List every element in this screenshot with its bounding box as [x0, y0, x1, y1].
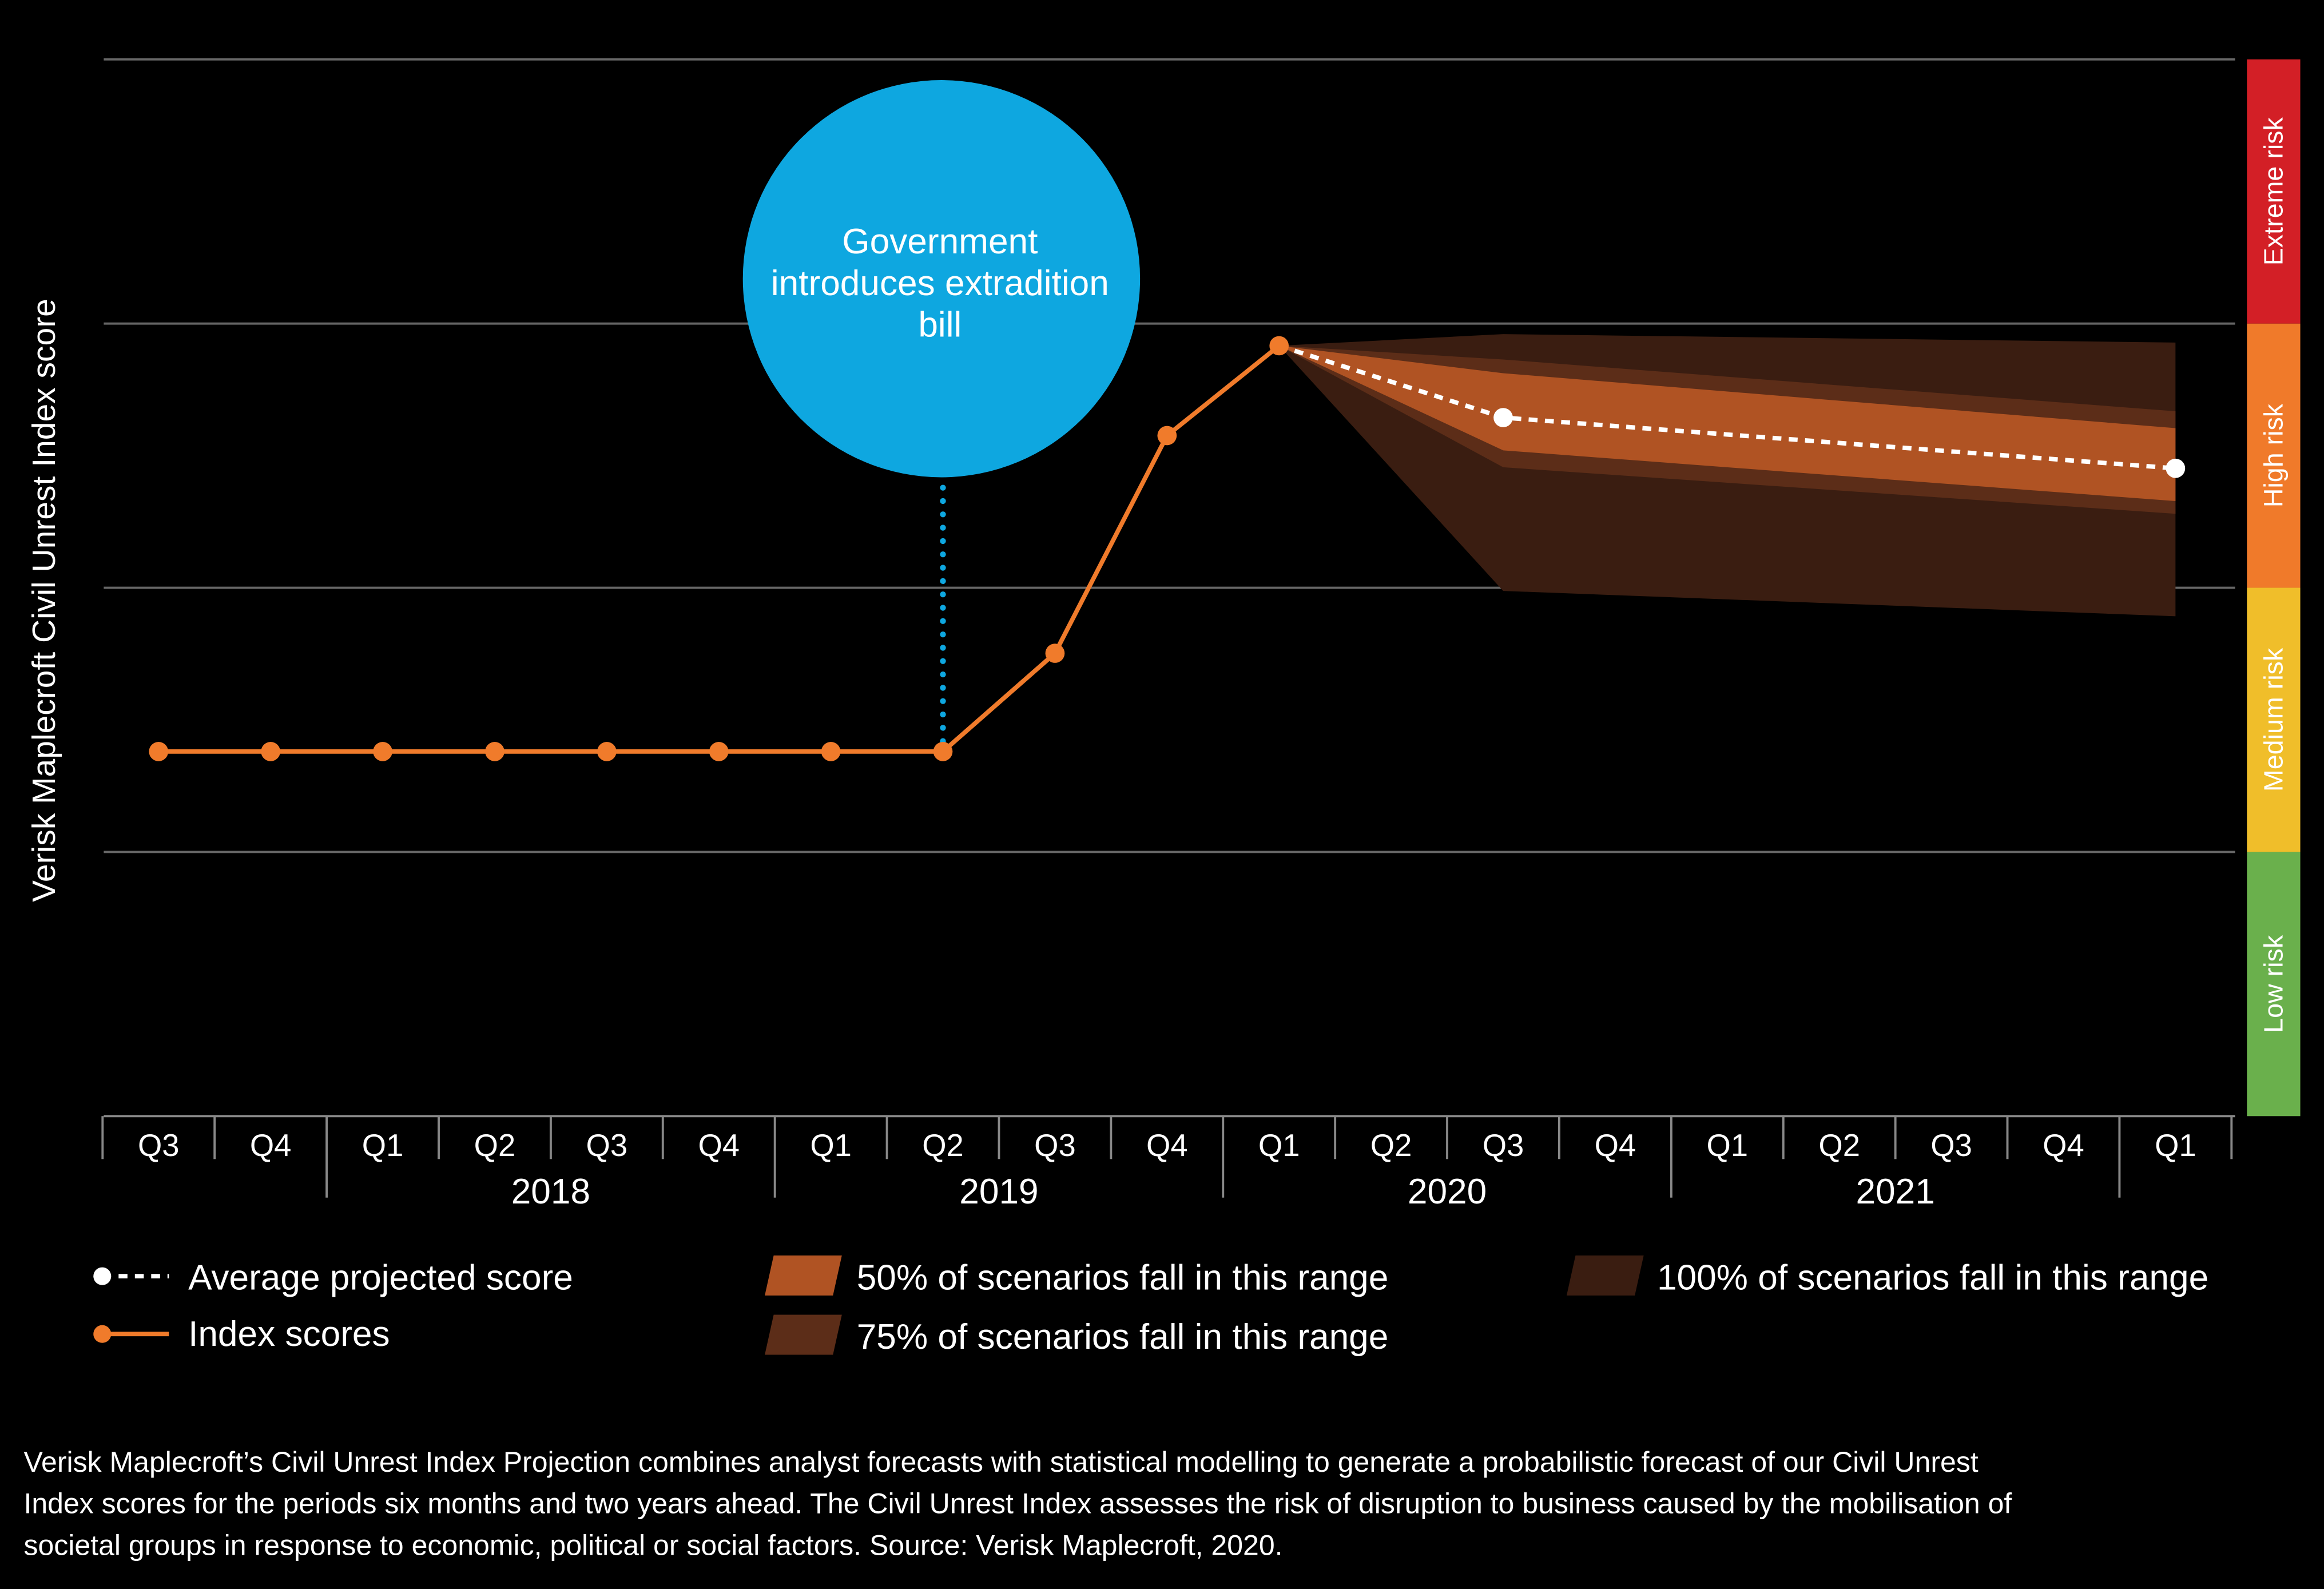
- scenario-ranges: [1279, 334, 2176, 617]
- legend-item-50: 50% of scenarios fall in this range: [765, 1255, 1389, 1297]
- legend-item-average: Average projected score: [93, 1258, 573, 1297]
- legend: Average projected score Index scores 50%…: [93, 1255, 2208, 1357]
- x-tick-label-quarter: Q2: [474, 1128, 516, 1163]
- index-scores-line: [158, 344, 1281, 754]
- risk-bands: Low risk Medium risk High risk Extreme risk: [2247, 59, 2301, 1117]
- x-tick-label-quarter: Q1: [2155, 1128, 2196, 1163]
- x-tick-label-quarter: Q2: [1370, 1128, 1412, 1163]
- footnote: Verisk Maplecroft’s Civil Unrest Index P…: [23, 1446, 2012, 1561]
- annotation-text-line: Government: [842, 222, 1038, 261]
- risk-band-extreme-risk: [2247, 59, 2301, 324]
- x-tick-label-quarter: Q2: [1818, 1128, 1860, 1163]
- legend-index-label: Index scores: [188, 1314, 390, 1354]
- x-tick-label-quarter: Q3: [1930, 1128, 1972, 1163]
- x-tick-label-quarter: Q4: [1595, 1128, 1636, 1163]
- x-tick-label-quarter: Q2: [922, 1128, 964, 1163]
- footnote-line-2: Index scores for the periods six months …: [23, 1488, 2012, 1520]
- x-tick-label-quarter: Q4: [250, 1128, 292, 1163]
- annotation-text-line: introduces extradition: [771, 264, 1109, 303]
- legend-item-75: 75% of scenarios fall in this range: [765, 1314, 1389, 1357]
- legend-75-label: 75% of scenarios fall in this range: [857, 1317, 1389, 1357]
- scenario-range-50: [1279, 345, 2176, 502]
- average-projected-point: [1493, 408, 1513, 427]
- legend-item-100: 100% of scenarios fall in this range: [1566, 1255, 2208, 1297]
- legend-item-index: Index scores: [93, 1314, 390, 1354]
- index-score-point: [1157, 426, 1177, 446]
- index-score-point: [821, 742, 841, 761]
- x-tick-label-quarter: Q3: [586, 1128, 628, 1163]
- average-projected-point: [2166, 458, 2186, 478]
- index-score-point: [1045, 643, 1065, 663]
- index-score-point: [933, 742, 953, 761]
- index-score-point: [597, 742, 617, 761]
- index-score-point: [261, 742, 280, 761]
- x-tick-label-quarter: Q1: [1706, 1128, 1748, 1163]
- x-tick-label-quarter: Q1: [810, 1128, 852, 1163]
- index-score-point: [485, 742, 504, 761]
- risk-band-low-risk: [2247, 852, 2301, 1117]
- risk-band-label-low-risk: Low risk: [2258, 935, 2288, 1033]
- x-tick-label-year: 2020: [1408, 1172, 1487, 1211]
- footnote-line-3: societal groups in response to economic,…: [23, 1529, 1282, 1561]
- footnote-line-1: Verisk Maplecroft’s Civil Unrest Index P…: [23, 1446, 1978, 1478]
- x-tick-label-quarter: Q4: [1146, 1128, 1188, 1163]
- y-axis-label: Verisk Maplecroft Civil Unrest Index sco…: [26, 299, 62, 902]
- x-tick-label-quarter: Q1: [1258, 1128, 1300, 1163]
- legend-100-swatch: [1566, 1255, 1644, 1296]
- x-axis: Q3 Q4 Q1 Q2 Q3 Q4 Q1 Q2 Q3 Q4 Q1 Q2 Q3 Q4 Q1 Q2 Q3 Q4 Q1 20…: [101, 1115, 2235, 1211]
- x-tick-label-year: 2021: [1856, 1172, 1934, 1211]
- legend-50-swatch: [765, 1255, 842, 1296]
- x-tick-label-quarter: Q4: [698, 1128, 740, 1163]
- risk-band-medium-risk: [2247, 587, 2301, 852]
- x-tick-label-quarter: Q3: [1483, 1128, 1524, 1163]
- index-score-point: [709, 742, 729, 761]
- legend-100-label: 100% of scenarios fall in this range: [1657, 1258, 2208, 1297]
- legend-50-label: 50% of scenarios fall in this range: [857, 1258, 1389, 1297]
- x-tick-label-quarter: Q3: [1034, 1128, 1076, 1163]
- x-tick-label-quarter: Q3: [138, 1128, 180, 1163]
- x-tick-label-quarter: Q1: [362, 1128, 404, 1163]
- annotation-text-line: bill: [918, 305, 962, 344]
- index-score-point: [373, 742, 392, 761]
- legend-average-label: Average projected score: [188, 1258, 573, 1297]
- legend-75-swatch: [765, 1314, 842, 1355]
- risk-band-label-high-risk: High risk: [2258, 403, 2288, 507]
- x-tick-label-year: 2019: [959, 1172, 1038, 1211]
- series-lines: [149, 336, 2186, 761]
- risk-band-label-medium-risk: Medium risk: [2258, 647, 2288, 792]
- risk-band-label-extreme-risk: Extreme risk: [2258, 117, 2288, 265]
- x-tick-label-quarter: Q4: [2043, 1128, 2084, 1163]
- index-score-point: [1269, 336, 1289, 356]
- index-score-point: [149, 742, 169, 761]
- x-tick-label-year: 2018: [511, 1172, 590, 1211]
- legend-average-marker: [93, 1267, 112, 1285]
- risk-band-high-risk: [2247, 323, 2301, 588]
- annotation-bubble: [742, 80, 1141, 478]
